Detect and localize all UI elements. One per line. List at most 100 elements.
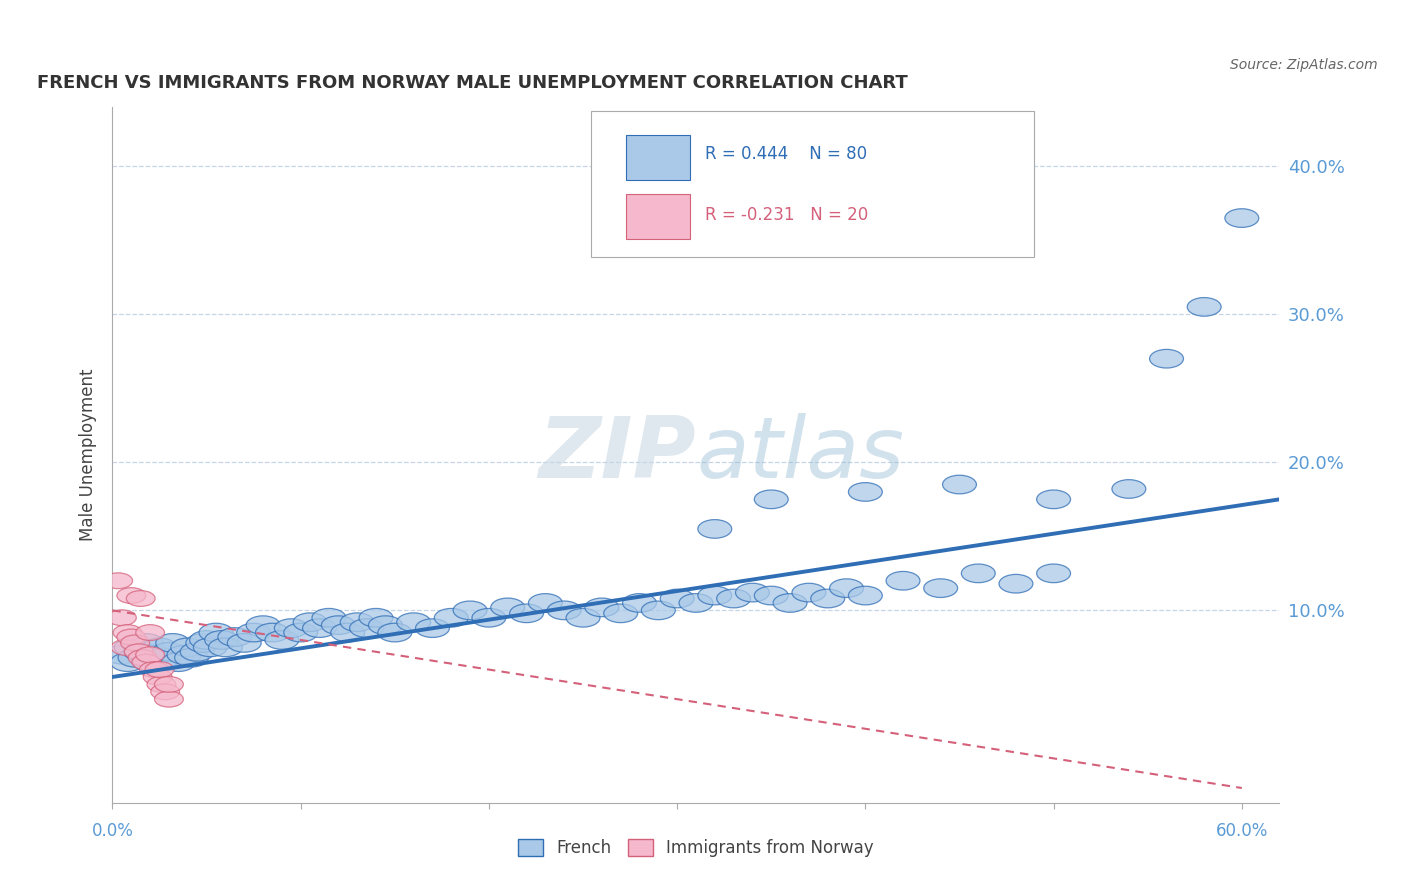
Ellipse shape	[1112, 480, 1146, 499]
Ellipse shape	[208, 638, 242, 657]
Ellipse shape	[886, 572, 920, 591]
Ellipse shape	[145, 662, 174, 678]
Ellipse shape	[218, 628, 252, 647]
Ellipse shape	[697, 586, 731, 605]
Ellipse shape	[136, 624, 165, 640]
Legend: French, Immigrants from Norway: French, Immigrants from Norway	[512, 832, 880, 864]
Ellipse shape	[264, 631, 299, 649]
Ellipse shape	[174, 648, 208, 667]
Text: 60.0%: 60.0%	[1216, 822, 1268, 840]
Ellipse shape	[1036, 564, 1070, 582]
Ellipse shape	[156, 633, 190, 652]
Ellipse shape	[350, 619, 384, 638]
Ellipse shape	[104, 573, 132, 589]
Ellipse shape	[129, 633, 163, 652]
Ellipse shape	[641, 601, 675, 620]
Ellipse shape	[416, 619, 450, 638]
Ellipse shape	[125, 644, 153, 660]
Ellipse shape	[180, 642, 214, 661]
Ellipse shape	[139, 662, 169, 678]
Ellipse shape	[121, 635, 149, 651]
Ellipse shape	[322, 615, 356, 634]
Ellipse shape	[194, 638, 228, 657]
Ellipse shape	[811, 590, 845, 607]
Ellipse shape	[128, 649, 157, 665]
Ellipse shape	[848, 483, 883, 501]
Ellipse shape	[735, 583, 769, 602]
Y-axis label: Male Unemployment: Male Unemployment	[79, 368, 97, 541]
Ellipse shape	[256, 624, 290, 642]
Ellipse shape	[378, 624, 412, 642]
Ellipse shape	[162, 653, 195, 672]
Ellipse shape	[1000, 574, 1033, 593]
Ellipse shape	[603, 604, 638, 623]
Ellipse shape	[661, 590, 695, 607]
Ellipse shape	[142, 638, 177, 657]
Ellipse shape	[118, 648, 152, 667]
FancyBboxPatch shape	[626, 194, 690, 239]
Ellipse shape	[340, 613, 374, 632]
Ellipse shape	[547, 601, 581, 620]
Ellipse shape	[127, 591, 155, 607]
Ellipse shape	[205, 631, 239, 649]
Ellipse shape	[186, 633, 219, 652]
Ellipse shape	[830, 579, 863, 598]
Ellipse shape	[172, 638, 205, 657]
Ellipse shape	[792, 583, 825, 602]
Ellipse shape	[274, 619, 308, 638]
Ellipse shape	[509, 604, 544, 623]
Ellipse shape	[567, 608, 600, 627]
Ellipse shape	[143, 669, 172, 685]
Ellipse shape	[472, 608, 506, 627]
Ellipse shape	[107, 610, 136, 625]
Text: R = -0.231   N = 20: R = -0.231 N = 20	[706, 206, 869, 224]
Ellipse shape	[453, 601, 486, 620]
FancyBboxPatch shape	[626, 135, 690, 180]
Ellipse shape	[200, 624, 233, 642]
Ellipse shape	[136, 646, 172, 664]
Ellipse shape	[1036, 490, 1070, 508]
Ellipse shape	[848, 586, 883, 605]
Ellipse shape	[773, 594, 807, 612]
Ellipse shape	[155, 691, 183, 707]
Ellipse shape	[132, 654, 160, 670]
Ellipse shape	[155, 676, 183, 692]
Ellipse shape	[190, 631, 224, 649]
Text: R = 0.444    N = 80: R = 0.444 N = 80	[706, 145, 868, 163]
Ellipse shape	[124, 642, 157, 661]
Ellipse shape	[679, 594, 713, 612]
Ellipse shape	[754, 490, 789, 508]
Ellipse shape	[717, 590, 751, 607]
Ellipse shape	[962, 564, 995, 582]
Ellipse shape	[167, 646, 201, 664]
Text: ZIP: ZIP	[538, 413, 696, 497]
Ellipse shape	[117, 588, 146, 604]
Ellipse shape	[246, 615, 280, 634]
Ellipse shape	[114, 638, 148, 657]
Ellipse shape	[585, 598, 619, 616]
Ellipse shape	[148, 648, 183, 667]
Ellipse shape	[150, 684, 180, 699]
Ellipse shape	[294, 613, 328, 632]
Ellipse shape	[529, 594, 562, 612]
Ellipse shape	[1150, 350, 1184, 368]
Ellipse shape	[754, 586, 789, 605]
Ellipse shape	[136, 647, 165, 663]
Ellipse shape	[148, 676, 176, 692]
Ellipse shape	[1225, 209, 1258, 227]
Ellipse shape	[1187, 298, 1222, 316]
Ellipse shape	[623, 594, 657, 612]
Ellipse shape	[942, 475, 976, 494]
Ellipse shape	[924, 579, 957, 598]
Ellipse shape	[434, 608, 468, 627]
Ellipse shape	[302, 619, 336, 638]
Ellipse shape	[117, 629, 146, 645]
Text: 0.0%: 0.0%	[91, 822, 134, 840]
Ellipse shape	[359, 608, 392, 627]
Ellipse shape	[236, 624, 270, 642]
Ellipse shape	[312, 608, 346, 627]
Text: atlas: atlas	[696, 413, 904, 497]
Ellipse shape	[111, 653, 145, 672]
Ellipse shape	[228, 633, 262, 652]
Text: FRENCH VS IMMIGRANTS FROM NORWAY MALE UNEMPLOYMENT CORRELATION CHART: FRENCH VS IMMIGRANTS FROM NORWAY MALE UN…	[37, 74, 907, 92]
